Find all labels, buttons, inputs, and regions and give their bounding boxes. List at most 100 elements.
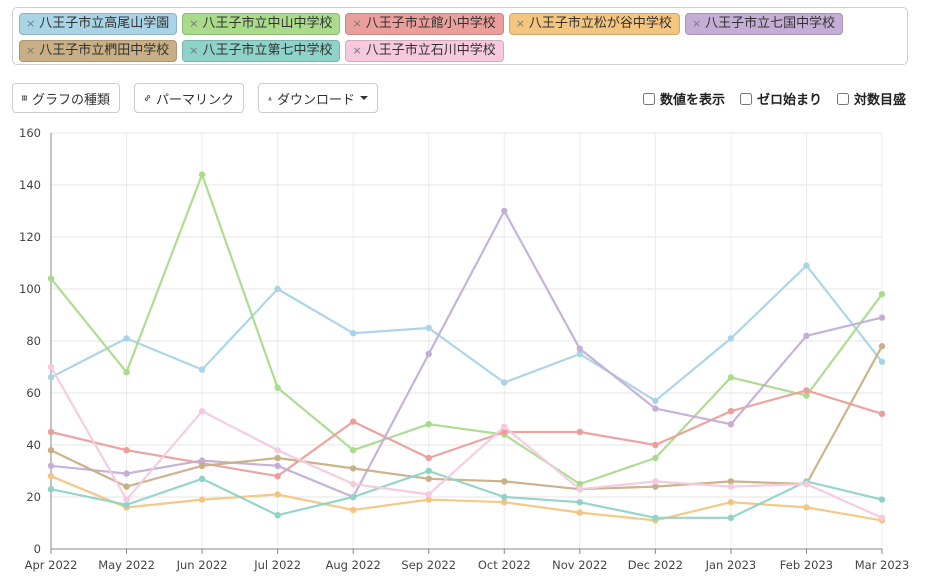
x-tick-label: Dec 2022 <box>628 558 683 572</box>
data-point <box>274 454 281 462</box>
data-point <box>727 421 735 428</box>
y-tick-label: 80 <box>26 334 41 348</box>
x-tick-label: Jun 2022 <box>176 558 228 572</box>
legend-label: 八王子市立松が谷中学校 <box>528 16 672 31</box>
data-point <box>425 496 432 503</box>
data-point <box>274 473 281 480</box>
series-line <box>50 345 883 491</box>
close-icon[interactable]: × <box>515 17 525 30</box>
data-point <box>878 358 886 365</box>
data-point <box>198 171 206 178</box>
zero-start-label: ゼロ始まり <box>757 93 823 108</box>
y-tick-label: 100 <box>19 282 41 296</box>
legend-item[interactable]: × 八王子市立石川中学校 <box>345 40 504 62</box>
legend-item[interactable]: × 八王子市立中山中学校 <box>182 13 341 35</box>
legend-item[interactable]: × 八王子市立七国中学校 <box>684 13 844 35</box>
data-point <box>47 363 55 371</box>
show-values-label: 数値を表示 <box>660 93 726 108</box>
data-point <box>47 275 55 282</box>
data-point <box>501 499 508 506</box>
data-point <box>652 441 659 449</box>
close-icon[interactable]: × <box>189 17 199 30</box>
data-point <box>878 514 886 521</box>
link-icon <box>144 95 151 101</box>
data-point <box>47 486 55 493</box>
data-point <box>501 428 508 436</box>
legend-item[interactable]: × 八王子市立松が谷中学校 <box>508 13 680 35</box>
data-point <box>425 324 432 332</box>
close-icon[interactable]: × <box>352 44 362 57</box>
x-tick-label: Jul 2022 <box>253 558 301 572</box>
data-point <box>274 512 281 519</box>
line-chart: 0 20 40 60 80 100 120 140 160 Apr 2022 May 2022 Jun… <box>19 126 910 572</box>
zero-start-option[interactable]: ゼロ始まり <box>740 89 822 108</box>
y-tick-label: 40 <box>26 438 41 452</box>
series-line <box>50 469 883 519</box>
data-point <box>425 350 432 358</box>
chart-type-button[interactable]: グラフの種類 <box>12 83 120 113</box>
data-point <box>123 496 130 503</box>
data-point <box>47 428 55 436</box>
data-point <box>349 480 357 488</box>
close-icon[interactable]: × <box>691 17 702 30</box>
log-scale-option[interactable]: 対数目盛 <box>837 89 906 108</box>
y-tick-label: 0 <box>34 542 41 556</box>
data-point <box>425 475 432 482</box>
x-tick-label: Aug 2022 <box>325 558 380 572</box>
data-point <box>501 423 508 430</box>
data-point <box>123 335 130 342</box>
data-point <box>501 493 508 501</box>
data-point <box>274 447 281 454</box>
data-point <box>198 366 206 373</box>
data-point <box>349 447 357 454</box>
permalink-label: パーマリンク <box>155 92 234 108</box>
x-tick-label: Oct 2022 <box>478 558 531 572</box>
close-icon[interactable]: × <box>26 44 36 57</box>
show-values-checkbox[interactable] <box>643 92 655 105</box>
legend-item[interactable]: × 八王子市立高尾山学園 <box>19 13 178 35</box>
legend-label: 八王子市立館小中学校 <box>365 16 496 31</box>
data-point <box>576 350 584 358</box>
data-point <box>123 483 130 490</box>
series-line <box>50 209 883 499</box>
data-point <box>652 483 659 490</box>
legend-label: 八王子市立椚田中学校 <box>39 43 170 58</box>
series-line <box>50 389 883 478</box>
legend-item[interactable]: × 八王子市立第七中学校 <box>182 40 341 62</box>
data-point <box>425 454 432 462</box>
data-point <box>878 343 886 350</box>
data-point <box>123 501 130 508</box>
data-point <box>47 473 55 480</box>
series-line <box>50 173 883 486</box>
data-point <box>198 457 206 464</box>
data-point <box>501 478 508 485</box>
data-point <box>727 483 735 490</box>
x-tick-label: Apr 2022 <box>25 558 78 572</box>
log-scale-checkbox[interactable] <box>837 92 849 105</box>
download-button[interactable]: ダウンロード <box>258 83 378 113</box>
close-icon[interactable]: × <box>26 17 36 30</box>
data-point <box>47 462 55 469</box>
data-point <box>425 491 432 498</box>
legend-item[interactable]: × 八王子市立館小中学校 <box>345 13 504 35</box>
show-values-option[interactable]: 数値を表示 <box>643 89 725 108</box>
legend-label: 八王子市立七国中学校 <box>705 16 836 31</box>
data-point <box>727 514 735 521</box>
zero-start-checkbox[interactable] <box>740 92 752 105</box>
data-point <box>123 470 130 477</box>
data-point <box>198 496 206 503</box>
data-point <box>878 291 886 298</box>
series-line <box>50 264 883 402</box>
series-line <box>50 475 883 522</box>
legend-item[interactable]: × 八王子市立椚田中学校 <box>19 40 178 62</box>
data-point <box>803 262 810 269</box>
permalink-button[interactable]: パーマリンク <box>134 83 244 113</box>
data-point <box>501 379 508 386</box>
x-tick-label: Mar 2023 <box>855 558 910 572</box>
log-scale-label: 対数目盛 <box>854 93 907 108</box>
data-point <box>803 387 810 394</box>
legend-label: 八王子市立第七中学校 <box>202 43 333 58</box>
close-icon[interactable]: × <box>189 44 199 57</box>
close-icon[interactable]: × <box>352 17 362 30</box>
data-point <box>652 405 659 412</box>
